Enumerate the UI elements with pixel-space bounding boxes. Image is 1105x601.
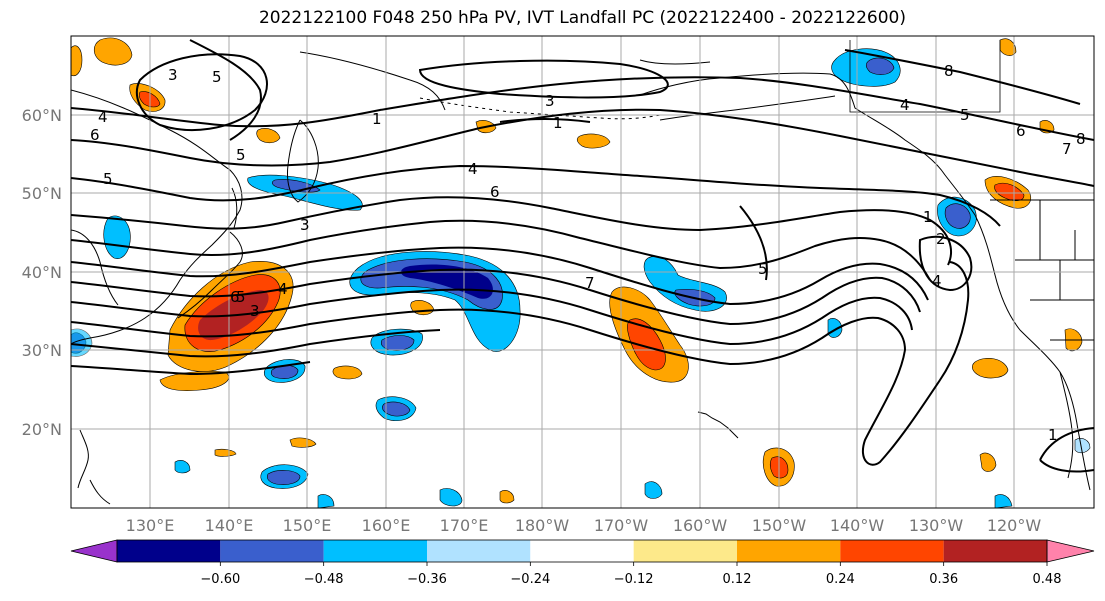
- longitude-label: 150°W: [752, 516, 807, 535]
- colorbar-tick-label: 0.36: [929, 572, 958, 587]
- graticule: [71, 36, 1094, 508]
- contour-label: 8: [944, 62, 954, 80]
- contour-label: 4: [468, 160, 478, 178]
- contour-label: 8: [1076, 130, 1086, 148]
- latitude-label: 60°N: [22, 106, 62, 125]
- contour-label: 5: [960, 106, 970, 124]
- contour-label: 5: [236, 288, 246, 306]
- contour-label: 6: [490, 183, 500, 201]
- contour-label: 6: [230, 288, 240, 306]
- latitude-label: 30°N: [22, 341, 62, 360]
- contour-label: 3: [300, 216, 310, 234]
- colorbar-tick-label: −0.36: [407, 572, 447, 587]
- longitude-label: 160°W: [673, 516, 728, 535]
- contour-label: 2: [936, 230, 946, 248]
- colorbar-tick-label: −0.12: [614, 572, 654, 587]
- longitude-label: 170°E: [440, 516, 489, 535]
- pv-contours: [71, 39, 1094, 473]
- map-frame: [70, 35, 1095, 509]
- colorbar-bin: [633, 540, 737, 562]
- colorbar-tick-label: −0.48: [304, 572, 344, 587]
- latitude-label: 40°N: [22, 263, 62, 282]
- longitude-label: 170°W: [594, 516, 649, 535]
- contour-label: 7: [1062, 140, 1072, 158]
- longitude-label: 180°W: [515, 516, 570, 535]
- figure-title: 2022122100 F048 250 hPa PV, IVT Landfall…: [258, 8, 906, 28]
- colorbar-bin: [323, 540, 427, 562]
- latitude-label: 20°N: [22, 420, 62, 439]
- longitude-label: 130°E: [126, 516, 175, 535]
- contour-label: 6: [90, 126, 100, 144]
- colorbar-tick-label: 0.24: [826, 572, 855, 587]
- colorbar-bin: [530, 540, 634, 562]
- contour-label: 3: [250, 302, 260, 320]
- colorbar: −0.60 −0.48 −0.36 −0.24 −0.12 0.12 0.24 0.36 0.4…: [70, 539, 1095, 587]
- colorbar-frame: [116, 539, 1048, 563]
- coastlines: [71, 40, 1094, 505]
- map-plot-area: 3 5 4 6 5 1 3 1 4 6 5 3 8 4 5 6 7 8 5 7 …: [71, 36, 1094, 508]
- contour-label: 4: [900, 96, 910, 114]
- colorbar-tick-label: 0.48: [1033, 572, 1062, 587]
- contour-label: 5: [103, 170, 113, 188]
- colorbar-bin: [220, 540, 324, 562]
- contour-labels: 3 5 4 6 5 1 3 1 4 6 5 3 8 4 5 6 7 8 5 7 …: [90, 62, 1086, 444]
- pv-shading: [71, 37, 1091, 508]
- contour-label: 5: [236, 146, 246, 164]
- longitude-label: 120°W: [987, 516, 1042, 535]
- colorbar-tick-label: −0.60: [200, 572, 240, 587]
- longitude-label: 140°W: [830, 516, 885, 535]
- contour-label: 1: [1048, 426, 1058, 444]
- contour-label: 4: [278, 280, 288, 298]
- latitude-label: 50°N: [22, 184, 62, 203]
- colorbar-extend-max: [1046, 539, 1095, 563]
- colorbar-bin: [427, 540, 531, 562]
- latitude-labels: 60°N 50°N 40°N 30°N 20°N: [22, 106, 62, 439]
- colorbar-bin: [737, 540, 841, 562]
- contour-label: 7: [585, 274, 595, 292]
- colorbar-extend-min: [70, 539, 118, 563]
- longitude-label: 150°E: [283, 516, 332, 535]
- longitude-labels: 130°E 140°E 150°E 160°E 170°E 180°W 170°W 160°W…: [126, 516, 1042, 535]
- longitude-label: 140°E: [205, 516, 254, 535]
- contour-label: 5: [212, 68, 222, 86]
- longitude-label: 160°E: [362, 516, 411, 535]
- contour-label: 5: [758, 260, 768, 278]
- contour-label: 4: [932, 272, 942, 290]
- contour-label: 6: [1016, 122, 1026, 140]
- contour-label: 1: [923, 208, 933, 226]
- colorbar-bin: [117, 540, 221, 562]
- colorbar-bin: [840, 540, 944, 562]
- contour-label: 3: [168, 66, 178, 84]
- contour-label: 1: [372, 110, 382, 128]
- longitude-label: 130°W: [909, 516, 964, 535]
- contour-label: 4: [98, 108, 108, 126]
- colorbar-tick-label: −0.24: [510, 572, 550, 587]
- colorbar-tick-label: 0.12: [723, 572, 752, 587]
- colorbar-bin: [943, 540, 1047, 562]
- contour-label: 3: [545, 92, 555, 110]
- contour-label: 1: [553, 114, 563, 132]
